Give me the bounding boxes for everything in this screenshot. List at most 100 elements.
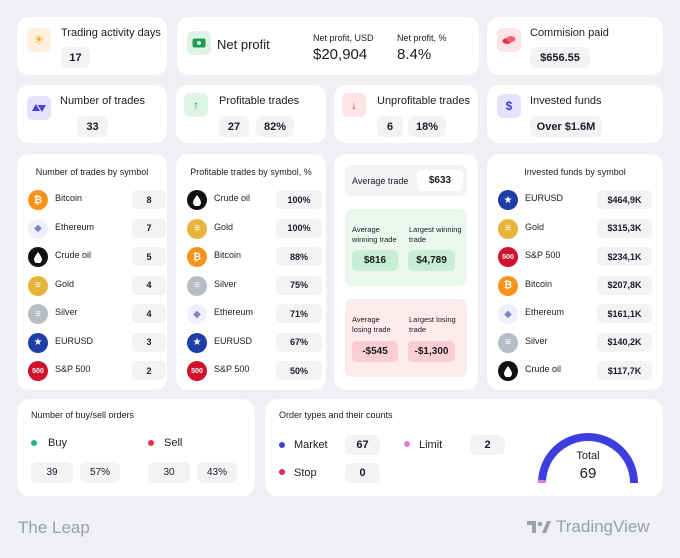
limit-dot bbox=[404, 441, 410, 447]
list-item-value: $464,9K bbox=[597, 190, 652, 209]
list-item-value: 4 bbox=[132, 304, 166, 323]
list-item-label: S&P 500 bbox=[214, 364, 250, 374]
market-label: Market bbox=[294, 439, 328, 451]
list-item-value: 5 bbox=[132, 247, 166, 266]
avg-trade-card: Average trade $633 Average winning trade… bbox=[334, 154, 478, 390]
invested-by-symbol-list: ★ EURUSD $464,9K ≡ Gold $315,3K 500 S&P 500 $234… bbox=[498, 188, 652, 381]
up-down-arrows-icon bbox=[27, 96, 51, 120]
order-types-gauge bbox=[538, 433, 638, 484]
bitcoin-icon: ₿ bbox=[187, 247, 207, 267]
list-item: ≡ Gold 4 bbox=[28, 274, 166, 298]
tradingview-icon bbox=[527, 521, 551, 533]
invested-by-symbol-card: Invested funds by symbol ★ EURUSD $464,9K ≡… bbox=[487, 154, 663, 390]
order-types-title: Order types and their counts bbox=[279, 410, 393, 420]
list-item-value: 88% bbox=[276, 247, 322, 266]
profitable-trades-card: ↑ Profitable trades 27 82% bbox=[176, 85, 326, 143]
bitcoin-icon: ₿ bbox=[498, 275, 518, 296]
oil-drop-icon bbox=[187, 190, 207, 210]
avg-trade-value: $633 bbox=[417, 170, 463, 191]
list-item-value: $234,1K bbox=[597, 247, 652, 266]
ethereum-icon: ◆ bbox=[28, 218, 48, 239]
list-item-value: $140,2K bbox=[597, 332, 652, 352]
profitable-by-symbol-list: Crude oil 100% ≡ Gold 100% ₿ Bitcoin 88% ≡ Silver… bbox=[187, 188, 322, 383]
sell-count: 30 bbox=[148, 462, 190, 483]
gauge-total-label: Total bbox=[576, 450, 600, 462]
invested-funds-label: Invested funds bbox=[530, 95, 602, 107]
commission-value: $656.55 bbox=[530, 47, 590, 68]
list-item-value: 7 bbox=[132, 218, 166, 238]
list-item: 500 S&P 500 50% bbox=[187, 359, 322, 383]
list-item: ◆ Ethereum 71% bbox=[187, 302, 322, 326]
profitable-count: 27 bbox=[219, 116, 249, 137]
list-item-value: 100% bbox=[276, 218, 322, 238]
list-item-label: Silver bbox=[55, 307, 78, 317]
buy-dot bbox=[31, 440, 37, 446]
stop-count: 0 bbox=[345, 463, 380, 483]
list-item: ★ EURUSD 67% bbox=[187, 331, 322, 355]
list-item: ◆ Ethereum 7 bbox=[28, 217, 166, 241]
arrow-up-icon: ↑ bbox=[184, 93, 208, 117]
list-item-value: 8 bbox=[132, 190, 166, 209]
list-item: ₿ Bitcoin 88% bbox=[187, 245, 322, 269]
tradingview-logo: TradingView bbox=[527, 517, 650, 537]
list-item-label: S&P 500 bbox=[55, 364, 91, 374]
oil-drop-icon bbox=[28, 247, 48, 267]
silver-bars-icon: ≡ bbox=[498, 332, 518, 353]
gauge-total-value: 69 bbox=[579, 465, 597, 482]
buy-label: Buy bbox=[48, 437, 67, 449]
buy-count: 39 bbox=[31, 462, 73, 483]
buy-pct: 57% bbox=[80, 462, 120, 483]
sell-dot bbox=[148, 440, 154, 446]
list-item-label: Gold bbox=[55, 278, 75, 289]
list-item-label: Bitcoin bbox=[55, 193, 83, 203]
market-dot bbox=[279, 442, 285, 448]
list-item-label: EURUSD bbox=[214, 335, 253, 346]
list-item-value: $315,3K bbox=[597, 218, 652, 238]
sp500-icon: 500 bbox=[28, 361, 48, 381]
list-item-value: 71% bbox=[276, 304, 322, 323]
eurusd-flag-icon: ★ bbox=[498, 190, 518, 210]
gold-bars-icon: ≡ bbox=[187, 218, 207, 239]
list-item: ◆ Ethereum $161,1K bbox=[498, 302, 652, 326]
num-trades-card: Number of trades 33 bbox=[17, 85, 167, 143]
list-item-label: EURUSD bbox=[55, 335, 94, 346]
buy-sell-card: Number of buy/sell orders Buy Sell 39 57… bbox=[17, 399, 255, 496]
list-item: ₿ Bitcoin 8 bbox=[28, 188, 166, 212]
gold-bars-icon: ≡ bbox=[28, 275, 48, 296]
unprofitable-pct: 18% bbox=[408, 116, 446, 137]
tradingview-wordmark: TradingView bbox=[556, 517, 650, 536]
list-item-label: EURUSD bbox=[525, 193, 564, 203]
dollar-icon: $ bbox=[497, 94, 521, 118]
avg-trade-panel: Average trade $633 bbox=[345, 165, 467, 196]
net-profit-pct-label: Net profit, % bbox=[397, 33, 447, 43]
winning-trades-panel: Average winning trade Largest winning tr… bbox=[345, 209, 467, 286]
list-item-label: Ethereum bbox=[55, 221, 95, 232]
losing-trades-panel: Average losing trade Largest losing trad… bbox=[345, 299, 467, 377]
cash-icon bbox=[187, 31, 211, 55]
list-item: ≡ Silver $140,2K bbox=[498, 331, 652, 355]
list-item-label: Crude oil bbox=[55, 250, 92, 260]
silver-bars-icon: ≡ bbox=[187, 275, 207, 296]
list-item-label: Gold bbox=[214, 221, 234, 232]
list-item-value: 3 bbox=[132, 332, 166, 352]
silver-bars-icon: ≡ bbox=[28, 304, 48, 324]
commission-label: Commision paid bbox=[530, 27, 609, 39]
list-item-label: Silver bbox=[214, 278, 237, 289]
avg-losing-value: -$545 bbox=[352, 341, 398, 362]
list-item: Crude oil 5 bbox=[28, 245, 166, 269]
unprofitable-trades-label: Unprofitable trades bbox=[377, 95, 470, 107]
unprofitable-trades-card: ↓ Unprofitable trades 6 18% bbox=[334, 85, 478, 143]
sun-icon: ☀ bbox=[27, 28, 51, 52]
arrow-down-icon: ↓ bbox=[342, 93, 366, 117]
activity-days-card: ☀ Trading activity days 17 bbox=[17, 17, 167, 75]
profitable-pct: 82% bbox=[256, 116, 294, 137]
trades-by-symbol-card: Number of trades by symbol ₿ Bitcoin 8 ◆ Eth… bbox=[17, 154, 167, 390]
eurusd-flag-icon: ★ bbox=[187, 332, 207, 353]
list-item-label: Gold bbox=[525, 221, 545, 232]
list-item: ★ EURUSD 3 bbox=[28, 331, 166, 355]
num-trades-value: 33 bbox=[77, 116, 108, 137]
ethereum-icon: ◆ bbox=[498, 304, 518, 324]
list-item: ≡ Silver 75% bbox=[187, 274, 322, 298]
list-item-label: Ethereum bbox=[525, 307, 565, 317]
avg-losing-label: Average losing trade bbox=[352, 315, 391, 334]
